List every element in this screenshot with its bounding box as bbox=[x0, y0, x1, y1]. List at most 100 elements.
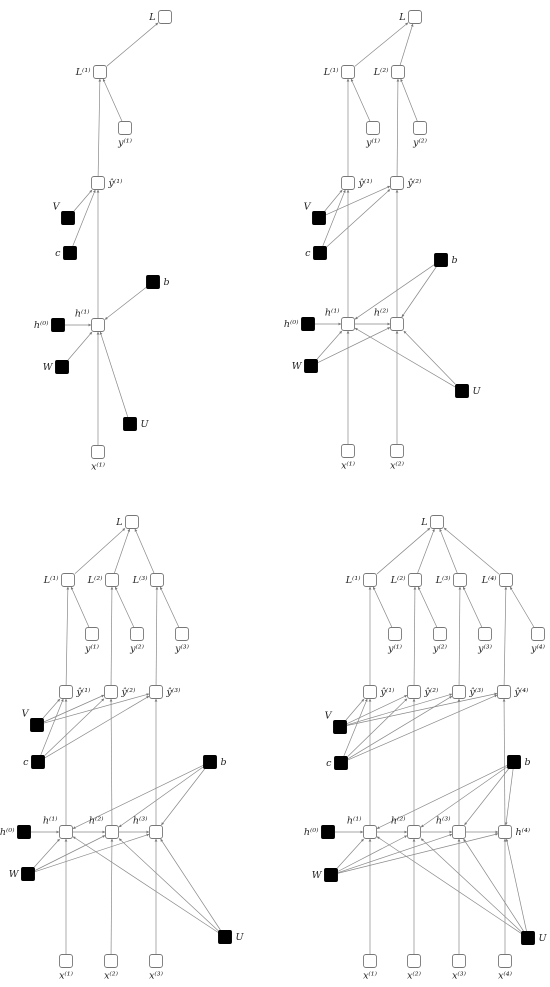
node-label-y-4: y⁽⁴⁾ bbox=[530, 644, 546, 655]
edge-t3-w-to-h-2 bbox=[34, 835, 106, 871]
node-t3-l: L bbox=[115, 515, 139, 529]
edge-t4-v-to-yh-2 bbox=[346, 694, 408, 725]
node-label-c: c bbox=[55, 248, 61, 259]
node-t4-x-1: x⁽¹⁾ bbox=[363, 954, 378, 982]
node-label-l: L bbox=[148, 12, 155, 23]
node-t1-l: L bbox=[148, 10, 172, 24]
node-label-l1: L⁽¹⁾ bbox=[75, 67, 91, 78]
variable-box-yh-3 bbox=[452, 685, 466, 699]
edge-t4-b-to-h-4 bbox=[504, 768, 514, 826]
variable-box-yh-1 bbox=[91, 176, 105, 190]
node-t1-b: b bbox=[146, 275, 170, 289]
edge-t3-v-to-yh-3 bbox=[43, 693, 150, 724]
node-t2-y-1: y⁽¹⁾ bbox=[365, 121, 381, 149]
node-label-yh-1: ŷ⁽¹⁾ bbox=[76, 687, 92, 698]
node-label-l1: L⁽¹⁾ bbox=[323, 67, 339, 78]
edge-t4-u-to-h-3 bbox=[463, 838, 524, 932]
node-label-y-1: y⁽¹⁾ bbox=[387, 644, 403, 655]
variable-box-y-3 bbox=[175, 627, 189, 641]
node-t3-h-0: h⁽⁰⁾ bbox=[0, 825, 31, 839]
node-t4-yh-1: ŷ⁽¹⁾ bbox=[363, 685, 395, 699]
node-t2-h-1: h⁽¹⁾ bbox=[325, 308, 355, 331]
variable-box-l bbox=[158, 10, 172, 24]
variable-box-l bbox=[125, 515, 139, 529]
parameter-box-u bbox=[455, 384, 469, 398]
node-t1-w: W bbox=[43, 360, 69, 374]
edge-t1-b-to-h-1 bbox=[104, 287, 147, 320]
node-label-h-3: h⁽³⁾ bbox=[133, 816, 148, 827]
node-t3-x-3: x⁽³⁾ bbox=[149, 954, 164, 982]
node-t4-l3: L⁽³⁾ bbox=[435, 573, 467, 587]
node-t2-h-0: h⁽⁰⁾ bbox=[284, 317, 315, 331]
edge-t1-u-to-h-1 bbox=[99, 331, 129, 418]
edge-t2-b-to-h-2 bbox=[401, 266, 437, 318]
node-label-y-1: y⁽¹⁾ bbox=[84, 644, 100, 655]
edge-t3-y-3-to-l3 bbox=[159, 586, 180, 628]
node-label-v: V bbox=[304, 202, 312, 213]
variable-box-x-1 bbox=[91, 445, 105, 459]
node-label-l: L bbox=[420, 517, 427, 528]
node-label-h-2: h⁽²⁾ bbox=[391, 816, 406, 827]
variable-box-h-1 bbox=[91, 318, 105, 332]
edge-t2-yh-2-to-l2 bbox=[396, 78, 400, 177]
edge-t2-w-to-h-2 bbox=[317, 327, 391, 363]
node-label-y-2: y⁽²⁾ bbox=[129, 644, 145, 655]
edge-t4-b-to-h-2 bbox=[420, 766, 508, 828]
node-label-c: c bbox=[305, 248, 311, 259]
variable-box-l1 bbox=[61, 573, 75, 587]
node-t1-yh-1: ŷ⁽¹⁾ bbox=[91, 176, 123, 190]
node-label-b: b bbox=[221, 757, 227, 768]
node-label-h-1: h⁽¹⁾ bbox=[347, 816, 362, 827]
edge-t3-x-2-to-h-2 bbox=[110, 838, 114, 955]
edge-t3-b-to-h-1 bbox=[72, 765, 204, 829]
node-t3-y-2: y⁽²⁾ bbox=[129, 627, 145, 655]
parameter-box-u bbox=[521, 931, 535, 945]
node-label-h-1: h⁽¹⁾ bbox=[43, 816, 58, 827]
node-label-c: c bbox=[326, 758, 332, 769]
edge-t4-w-to-h-4 bbox=[337, 832, 499, 874]
edge-t4-u-to-h-4 bbox=[505, 838, 527, 932]
parameter-box-u bbox=[123, 417, 137, 431]
edge-t2-u-to-h-1 bbox=[354, 327, 456, 388]
node-t4-w: W bbox=[312, 868, 338, 882]
edge-t2-l1-to-l bbox=[354, 22, 409, 67]
node-t3-l2: L⁽²⁾ bbox=[87, 573, 119, 587]
edge-t4-y-3-to-l3 bbox=[462, 586, 483, 628]
node-label-l3: L⁽³⁾ bbox=[435, 575, 451, 586]
parameter-box-h-0 bbox=[301, 317, 315, 331]
node-t4-h-0: h⁽⁰⁾ bbox=[304, 825, 335, 839]
node-label-x-2: x⁽²⁾ bbox=[390, 461, 404, 472]
node-label-y-2: y⁽²⁾ bbox=[412, 138, 428, 149]
edge-t1-y-1-to-l1 bbox=[102, 78, 123, 122]
variable-box-yh-4 bbox=[497, 685, 511, 699]
edge-t4-l3-to-l bbox=[439, 528, 458, 574]
edge-t1-yh-1-to-l1 bbox=[97, 78, 102, 177]
node-t2-l2: L⁽²⁾ bbox=[373, 65, 405, 79]
parameter-box-w bbox=[304, 359, 318, 373]
parameter-box-v bbox=[333, 720, 347, 734]
node-t1-h-1: h⁽¹⁾ bbox=[75, 309, 105, 332]
node-label-l3: L⁽³⁾ bbox=[132, 575, 148, 586]
parameter-box-h-0 bbox=[17, 825, 31, 839]
edge-t3-yh-2-to-l2 bbox=[110, 586, 114, 686]
node-label-yh-2: ŷ⁽²⁾ bbox=[424, 687, 440, 698]
variable-box-h-1 bbox=[59, 825, 73, 839]
edge-t4-c-to-yh-4 bbox=[347, 694, 498, 761]
node-label-x-4: x⁽⁴⁾ bbox=[498, 971, 512, 982]
variable-box-y-2 bbox=[130, 627, 144, 641]
parameter-box-c bbox=[31, 755, 45, 769]
node-t3-h-2: h⁽²⁾ bbox=[89, 816, 119, 839]
edge-t3-c-to-yh-1 bbox=[40, 698, 64, 756]
variable-box-x-3 bbox=[452, 954, 466, 968]
edge-t1-c-to-yh-1 bbox=[72, 189, 96, 247]
edge-t4-yh-4-to-l4 bbox=[503, 586, 508, 686]
variable-box-x-2 bbox=[407, 954, 421, 968]
node-label-h-3: h⁽³⁾ bbox=[436, 816, 451, 827]
node-label-yh-2: ŷ⁽²⁾ bbox=[407, 178, 423, 189]
variable-box-x-1 bbox=[363, 954, 377, 968]
node-label-v: V bbox=[53, 202, 61, 213]
edges-layer bbox=[31, 22, 535, 955]
edge-t4-l2-to-l bbox=[417, 528, 435, 574]
edge-t4-yh-3-to-l3 bbox=[458, 586, 462, 686]
node-label-y-3: y⁽³⁾ bbox=[174, 644, 190, 655]
